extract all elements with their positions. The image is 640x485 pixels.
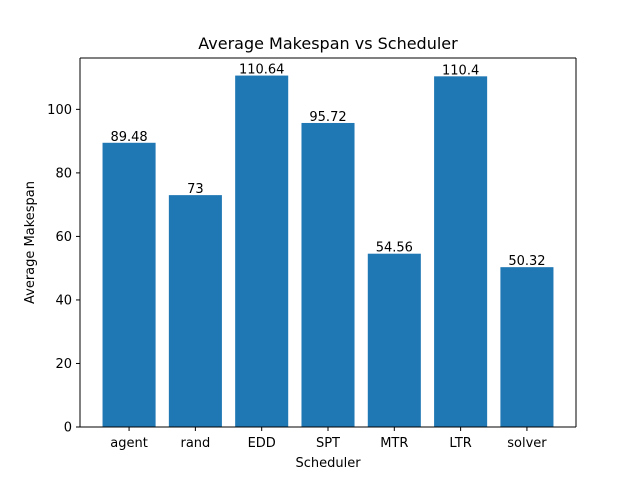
x-axis-label: Scheduler <box>295 456 361 471</box>
y-tick-label: 40 <box>55 293 72 308</box>
x-tick-label: LTR <box>449 436 471 451</box>
x-tick-label: solver <box>507 436 547 451</box>
bar-value-label: 73 <box>187 182 204 197</box>
bar-value-label: 110.64 <box>239 63 285 78</box>
bar-MTR <box>367 253 421 427</box>
bar-value-label: 95.72 <box>309 110 346 125</box>
chart-title: Average Makespan vs Scheduler <box>198 34 458 53</box>
x-tick-label: MTR <box>380 436 408 451</box>
x-tick-label: EDD <box>248 436 276 451</box>
y-tick-label: 20 <box>55 357 72 372</box>
y-tick-label: 80 <box>55 166 72 181</box>
bar-value-label: 50.32 <box>508 254 545 269</box>
x-tick-label: agent <box>110 436 148 451</box>
bar-labels-layer: 89.48 73 110.64 95.72 54.56 110.4 50.32 <box>110 63 545 270</box>
y-tick-label: 60 <box>55 230 72 245</box>
bar-LTR <box>434 76 488 428</box>
bar-rand <box>168 195 222 427</box>
y-axis-ticks: 0 20 40 60 80 100 <box>47 103 80 436</box>
y-tick-label: 100 <box>47 103 72 118</box>
bar-SPT <box>301 122 355 427</box>
bar-agent <box>102 142 156 427</box>
x-tick-label: SPT <box>316 436 340 451</box>
bar-value-label: 54.56 <box>376 241 413 256</box>
bar-solver <box>500 267 554 427</box>
bar-value-label: 89.48 <box>110 130 147 145</box>
x-axis-ticks: agent rand EDD SPT MTR LTR solver <box>110 427 547 451</box>
bars-layer <box>102 75 554 428</box>
bar-EDD <box>235 75 289 428</box>
y-tick-label: 0 <box>64 421 72 436</box>
x-tick-label: rand <box>180 436 210 451</box>
y-axis-label: Average Makespan <box>23 181 38 304</box>
bar-value-label: 110.4 <box>442 63 479 78</box>
